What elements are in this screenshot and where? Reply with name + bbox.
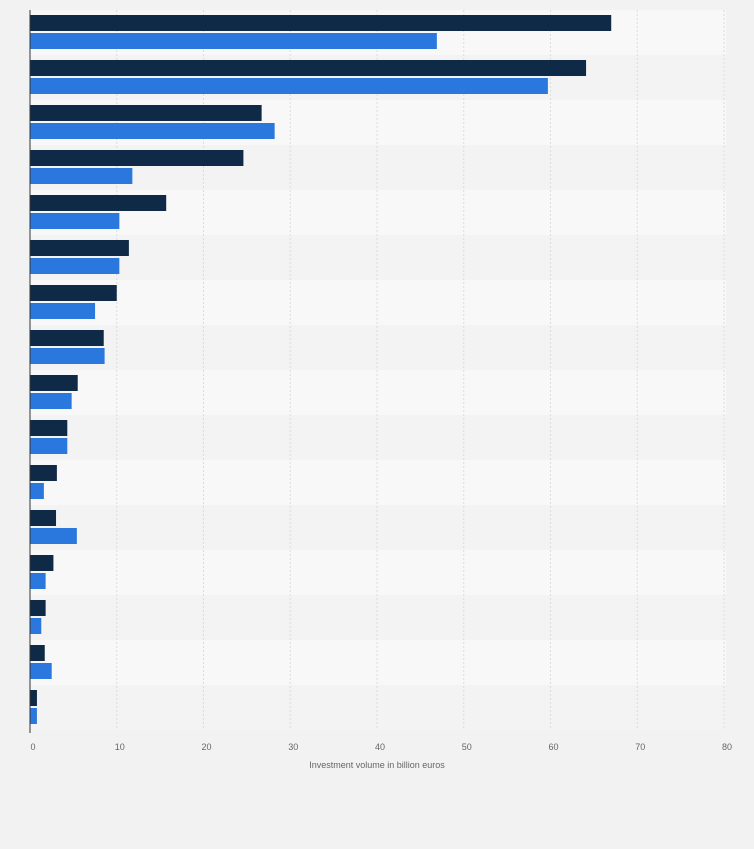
bar-series-2[interactable]: [30, 708, 37, 724]
bar-series-1[interactable]: [30, 60, 587, 76]
bar-series-1[interactable]: [30, 375, 78, 391]
row-band: [30, 235, 726, 280]
bar-series-2[interactable]: [30, 78, 548, 94]
bar-series-1[interactable]: [30, 285, 117, 301]
x-tick-label: 10: [115, 742, 125, 752]
bar-series-2[interactable]: [30, 618, 42, 634]
row-band: [30, 685, 726, 730]
row-band: [30, 640, 726, 685]
row-band: [30, 460, 726, 505]
bar-series-2[interactable]: [30, 393, 72, 409]
x-tick-label: 20: [201, 742, 211, 752]
row-band: [30, 325, 726, 370]
x-tick-label: 0: [30, 742, 35, 752]
bar-series-1[interactable]: [30, 330, 104, 346]
bar-series-1[interactable]: [30, 15, 612, 31]
bar-series-2[interactable]: [30, 123, 275, 139]
bar-series-2[interactable]: [30, 33, 437, 49]
bar-series-2[interactable]: [30, 303, 96, 319]
x-tick-label: 70: [635, 742, 645, 752]
bar-series-1[interactable]: [30, 105, 262, 121]
row-band: [30, 505, 726, 550]
bar-series-1[interactable]: [30, 510, 57, 526]
x-tick-label: 80: [722, 742, 732, 752]
x-tick-label: 50: [462, 742, 472, 752]
bar-series-1[interactable]: [30, 420, 68, 436]
bar-series-2[interactable]: [30, 438, 68, 454]
row-band: [30, 415, 726, 460]
bar-series-2[interactable]: [30, 348, 105, 364]
bar-series-1[interactable]: [30, 465, 57, 481]
bar-series-1[interactable]: [30, 555, 54, 571]
bar-series-2[interactable]: [30, 213, 120, 229]
row-band: [30, 595, 726, 640]
bar-series-1[interactable]: [30, 600, 46, 616]
row-band: [30, 280, 726, 325]
bar-series-1[interactable]: [30, 240, 129, 256]
x-tick-label: 60: [548, 742, 558, 752]
x-axis-label: Investment volume in billion euros: [309, 760, 445, 770]
bar-series-1[interactable]: [30, 195, 167, 211]
bar-series-2[interactable]: [30, 483, 44, 499]
bar-series-1[interactable]: [30, 150, 244, 166]
bar-series-2[interactable]: [30, 168, 133, 184]
x-tick-label: 40: [375, 742, 385, 752]
bar-series-1[interactable]: [30, 645, 45, 661]
row-band: [30, 370, 726, 415]
bar-series-2[interactable]: [30, 258, 120, 274]
row-band: [30, 550, 726, 595]
bar-series-1[interactable]: [30, 690, 37, 706]
bar-series-2[interactable]: [30, 573, 46, 589]
x-tick-label: 30: [288, 742, 298, 752]
bar-series-2[interactable]: [30, 663, 52, 679]
bar-series-2[interactable]: [30, 528, 77, 544]
